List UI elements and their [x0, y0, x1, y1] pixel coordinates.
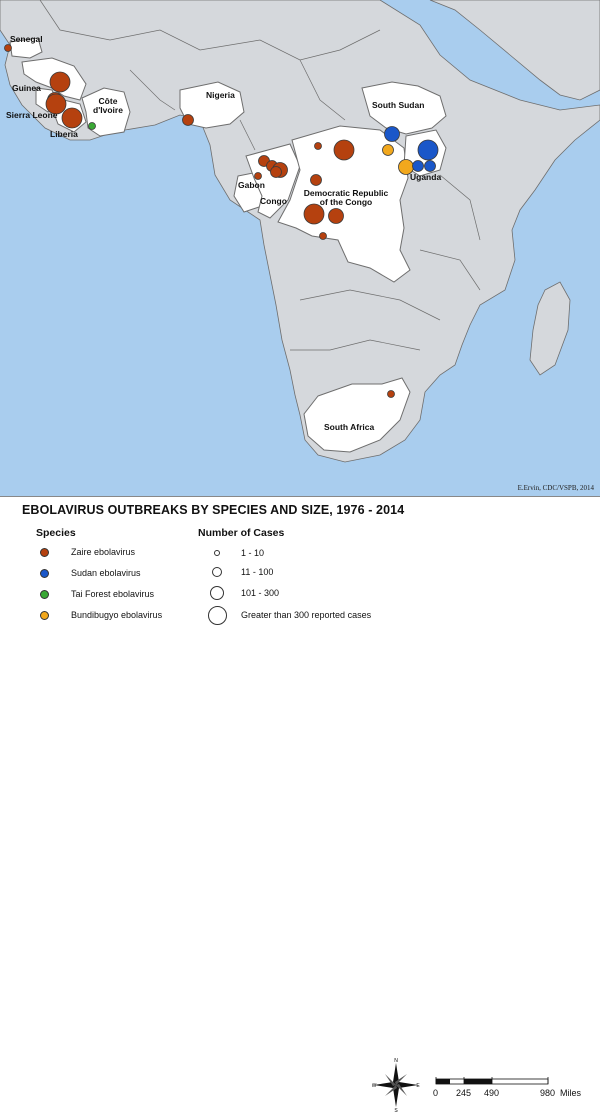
- borders: [39, 0, 481, 351]
- outbreak-markers: [4, 44, 439, 398]
- species-label: Zaire ebolavirus: [71, 547, 136, 557]
- outbreak-marker: [328, 208, 344, 224]
- outbreak-marker: [61, 107, 83, 129]
- label-congo: Congo: [260, 196, 287, 206]
- label-south-sudan: South Sudan: [372, 100, 424, 110]
- label-liberia: Liberia: [50, 129, 78, 139]
- land-madagascar: [529, 281, 571, 376]
- outbreak-marker: [254, 172, 262, 180]
- outbreak-marker: [384, 126, 400, 142]
- legend-species-sudan: Sudan ebolavirus: [40, 566, 141, 580]
- size-label: 11 - 100: [241, 567, 274, 577]
- size-label: Greater than 300 reported cases: [241, 610, 372, 620]
- compass-n: N: [394, 1058, 398, 1064]
- label-uganda: Uganda: [410, 172, 441, 182]
- species-label: Bundibugyo ebolavirus: [71, 610, 163, 620]
- scale-unit: Miles: [560, 1088, 582, 1098]
- scale-bar: 0 245 490 980 Miles: [426, 1071, 596, 1111]
- compass-e: E: [416, 1083, 420, 1089]
- label-guinea: Guinea: [12, 83, 41, 93]
- outbreak-marker: [49, 71, 71, 93]
- land-arabia: [429, 0, 600, 101]
- legend-species-bundibugyo: Bundibugyo ebolavirus: [40, 608, 162, 622]
- outbreak-marker: [45, 93, 67, 115]
- outbreak-marker: [417, 139, 439, 161]
- species-label: Sudan ebolavirus: [71, 568, 141, 578]
- legend-species-zaire: Zaire ebolavirus: [40, 545, 135, 559]
- country-south-africa: [303, 377, 411, 453]
- outbreak-marker: [412, 160, 424, 172]
- size-heading: Number of Cases: [198, 527, 285, 539]
- label-south-africa: South Africa: [324, 422, 374, 432]
- border-line: [39, 0, 381, 61]
- land-north-africa: [0, 0, 600, 463]
- label-cote-divoire: Côte d'Ivoire: [93, 96, 123, 115]
- scale-bar-graphic: [435, 1077, 549, 1085]
- size-label: 101 - 300: [241, 588, 280, 598]
- legend-size-101-300: 101 - 300: [205, 583, 279, 603]
- scale-tick-0: 0: [433, 1088, 439, 1098]
- border-line: [419, 249, 481, 291]
- border-line: [239, 119, 256, 151]
- other-land: [0, 0, 600, 463]
- scale-tick-490: 490: [484, 1088, 500, 1098]
- label-gabon: Gabon: [238, 180, 265, 190]
- country-drc: [277, 125, 411, 283]
- legend-size-over-300: Greater than 300 reported cases: [205, 605, 371, 625]
- size-circle: [207, 605, 227, 625]
- size-label: 1 - 10: [241, 548, 265, 558]
- border-line: [129, 69, 176, 111]
- label-drc: Democratic Republic of the Congo: [304, 188, 389, 207]
- species-heading: Species: [36, 527, 76, 539]
- species-swatch: [40, 568, 49, 578]
- legend-species-tai-forest: Tai Forest ebolavirus: [40, 587, 154, 601]
- outbreak-marker: [387, 390, 395, 398]
- outbreak-marker: [382, 144, 394, 156]
- outbreak-marker: [319, 232, 327, 240]
- outbreak-marker: [333, 139, 355, 161]
- outbreak-marker: [4, 44, 12, 52]
- country-labels: Senegal Guinea Sierra Leone Liberia Côte d'Iv…: [6, 34, 441, 432]
- scale-tick-980: 980: [540, 1088, 556, 1098]
- outbreak-marker: [314, 142, 322, 150]
- country-senegal: [9, 37, 43, 59]
- outbreak-marker: [303, 203, 325, 225]
- country-nigeria: [179, 81, 245, 129]
- outbreak-marker: [310, 174, 322, 186]
- border-line: [299, 59, 346, 121]
- compass-s: S: [394, 1108, 398, 1113]
- outbreak-marker: [424, 160, 436, 172]
- border-line: [290, 339, 421, 351]
- outbreak-marker: [88, 122, 96, 130]
- outbreak-marker: [270, 166, 282, 178]
- border-line: [299, 289, 441, 321]
- label-nigeria: Nigeria: [206, 90, 235, 100]
- africa-map: Senegal Guinea Sierra Leone Liberia Côte d'Iv…: [0, 0, 600, 463]
- size-circle: [212, 567, 222, 577]
- label-sierra-leone: Sierra Leone: [6, 110, 58, 120]
- size-circle: [214, 550, 220, 556]
- scale-tick-245: 245: [456, 1088, 472, 1098]
- legend-size-1-10: 1 - 10: [205, 543, 264, 563]
- legend-size-11-100: 11 - 100: [205, 562, 273, 582]
- species-label: Tai Forest ebolavirus: [71, 589, 155, 599]
- species-swatch: [40, 610, 49, 620]
- border-line: [439, 174, 481, 241]
- country-south-sudan: [361, 81, 447, 135]
- species-swatch: [40, 547, 49, 557]
- map-credit: E.Ervin, CDC/VSPB, 2014: [517, 484, 594, 492]
- compass-rose-icon: N S E W: [372, 1058, 420, 1113]
- label-senegal: Senegal: [10, 34, 43, 44]
- legend-title: EBOLAVIRUS OUTBREAKS BY SPECIES AND SIZE…: [22, 503, 405, 517]
- outbreak-marker: [182, 114, 194, 126]
- legend: EBOLAVIRUS OUTBREAKS BY SPECIES AND SIZE…: [0, 496, 600, 1113]
- map-panel: Senegal Guinea Sierra Leone Liberia Côte d'Iv…: [0, 0, 600, 496]
- size-circle: [210, 586, 224, 600]
- compass-w: W: [372, 1083, 377, 1089]
- species-swatch: [40, 589, 49, 599]
